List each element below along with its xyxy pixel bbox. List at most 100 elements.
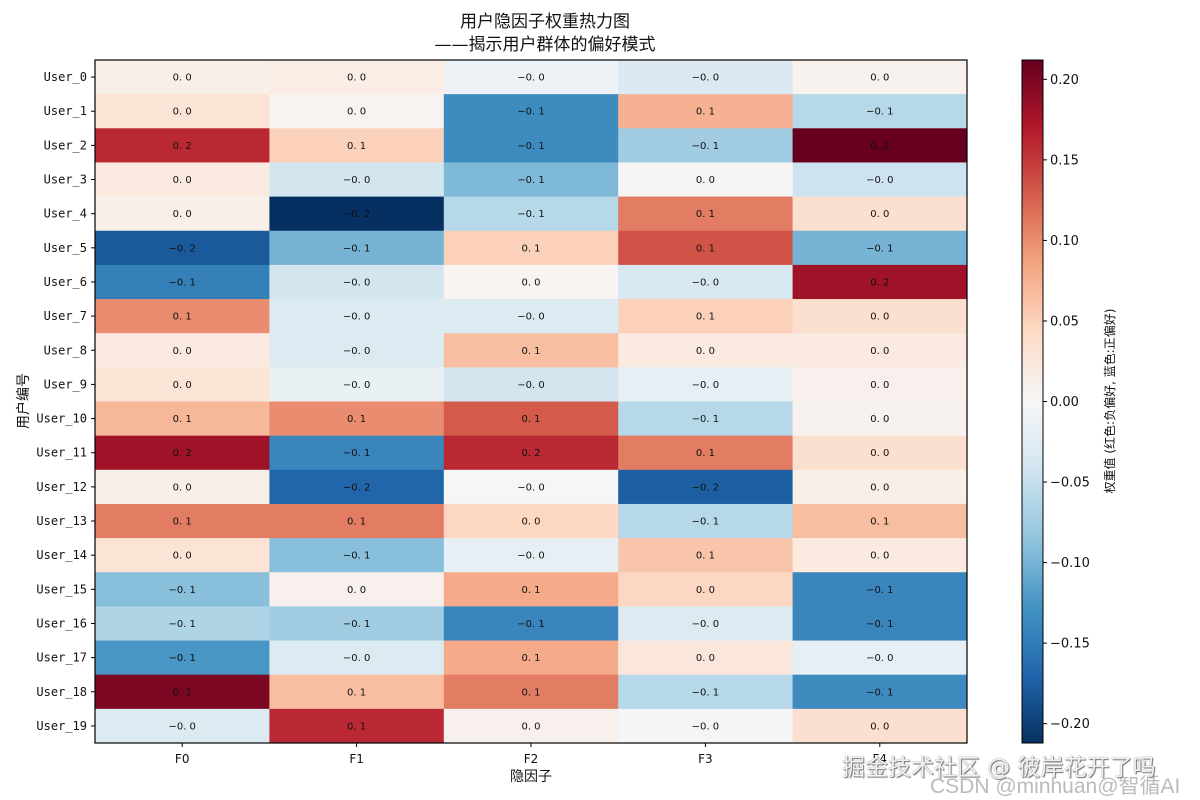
heatmap-cell <box>792 503 968 539</box>
heatmap-cell <box>792 299 968 334</box>
y-tick-label: User_6 <box>44 275 87 289</box>
cell-value-label: −0. 1 <box>517 141 544 152</box>
cell-value-label: −0. 0 <box>517 312 544 323</box>
cell-value-label: −0. 0 <box>343 653 370 664</box>
heatmap-cell <box>95 264 270 300</box>
y-tick-label: User_16 <box>36 616 87 630</box>
cell-value-label: −0. 1 <box>866 585 893 596</box>
heatmap-cell <box>618 435 794 471</box>
heatmap-cell <box>618 401 794 437</box>
cell-value-label: 0. 0 <box>870 73 889 84</box>
colorbar <box>1021 59 1044 744</box>
colorbar-tick-label: 0.10 <box>1050 234 1079 249</box>
x-tick-label: F4 <box>873 752 888 766</box>
cell-value-label: −0. 1 <box>343 619 370 630</box>
cell-value-label: 0. 0 <box>173 346 192 357</box>
heatmap-cell <box>443 162 619 198</box>
heatmap-cell <box>792 606 968 642</box>
heatmap-cell <box>618 94 794 129</box>
y-tick-label: User_0 <box>44 70 87 84</box>
heatmap-cell <box>269 367 445 402</box>
heatmap-cell <box>269 674 445 710</box>
cell-value-label: 0. 0 <box>347 107 366 118</box>
heatmap-cell <box>792 708 968 744</box>
heatmap-cell <box>269 128 445 163</box>
heatmap-cell <box>443 606 619 642</box>
cell-value-label: 0. 1 <box>696 243 715 254</box>
cell-value-label: −0. 1 <box>517 175 544 186</box>
heatmap-cell <box>269 333 445 368</box>
cell-value-label: −0. 0 <box>343 277 370 288</box>
colorbar-tick-label: 0.15 <box>1050 153 1079 168</box>
heatmap-cell <box>95 435 270 471</box>
y-tick-label: User_2 <box>44 138 87 152</box>
cell-value-label: −0. 1 <box>517 107 544 118</box>
cell-value-label: 0. 2 <box>173 687 192 698</box>
heatmap-cell <box>443 264 619 300</box>
colorbar-tick-label: 0.00 <box>1050 395 1079 410</box>
cell-value-label: 0. 1 <box>173 414 192 425</box>
cell-value-label: −0. 1 <box>866 619 893 630</box>
cell-value-label: −0. 2 <box>168 243 195 254</box>
cell-value-label: −0. 0 <box>692 73 719 84</box>
heatmap-cell-labels: 0. 0 0. 0 −0. 0 −0. 0 0. 0 0. 0 0. 0 −0. 1 0. 1 −… <box>168 73 893 733</box>
heatmap-cell <box>95 162 270 198</box>
cell-value-label: 0. 1 <box>347 414 366 425</box>
heatmap-cell <box>269 299 445 334</box>
heatmap-cell <box>269 264 445 300</box>
cell-value-label: −0. 1 <box>692 141 719 152</box>
heatmap-cell <box>269 538 445 573</box>
y-tick-label: User_18 <box>36 685 87 699</box>
heatmap-cell <box>95 230 270 266</box>
heatmap-cell <box>618 196 794 232</box>
cell-value-label: −0. 1 <box>692 517 719 528</box>
heatmap-cell <box>618 503 794 539</box>
cell-value-label: 0. 0 <box>696 653 715 664</box>
cell-value-label: 0. 1 <box>696 107 715 118</box>
cell-value-label: −0. 1 <box>168 277 195 288</box>
chart-subtitle: ——揭示用户群体的偏好模式 <box>434 35 656 55</box>
heatmap-cell <box>792 469 968 505</box>
heatmap-cell <box>618 640 794 676</box>
heatmap-cell <box>618 367 794 402</box>
heatmap-cell <box>792 572 968 607</box>
cell-value-label: 0. 2 <box>521 448 540 459</box>
cell-value-label: 0. 0 <box>347 73 366 84</box>
heatmap-cell <box>269 162 445 198</box>
cell-value-label: 0. 0 <box>696 175 715 186</box>
heatmap-cell <box>269 196 445 232</box>
y-tick-label: User_3 <box>44 173 87 187</box>
cell-value-label: 0. 1 <box>521 653 540 664</box>
cell-value-label: −0. 1 <box>866 687 893 698</box>
cell-value-label: −0. 0 <box>692 619 719 630</box>
cell-value-label: 0. 0 <box>870 346 889 357</box>
cell-value-label: 0. 0 <box>347 585 366 596</box>
heatmap-cell <box>443 367 619 402</box>
cell-value-label: −0. 0 <box>343 346 370 357</box>
heatmap-cell <box>269 708 445 744</box>
y-tick-label: User_12 <box>36 480 87 494</box>
heatmap-cell <box>443 469 619 505</box>
cell-value-label: 0. 0 <box>521 277 540 288</box>
cell-value-label: 0. 1 <box>521 687 540 698</box>
cell-value-label: 0. 1 <box>696 448 715 459</box>
cell-value-label: 0. 0 <box>870 721 889 732</box>
cell-value-label: −0. 1 <box>517 209 544 220</box>
heatmap-cell <box>443 674 619 710</box>
heatmap-cell <box>618 572 794 607</box>
heatmap-cell <box>95 538 270 573</box>
heatmap-cell <box>269 401 445 437</box>
heatmap-cell <box>792 230 968 266</box>
cell-value-label: 0. 2 <box>870 141 889 152</box>
cell-value-label: 0. 0 <box>173 175 192 186</box>
heatmap-cell <box>95 572 270 607</box>
colorbar-tick-label: −0.20 <box>1050 717 1090 732</box>
heatmap-cell <box>792 538 968 573</box>
heatmap-cell <box>95 94 270 129</box>
cell-value-label: −0. 0 <box>343 380 370 391</box>
x-tick-label: F2 <box>524 752 539 766</box>
cell-value-label: −0. 2 <box>692 482 719 493</box>
cell-value-label: −0. 0 <box>168 721 195 732</box>
cell-value-label: −0. 1 <box>343 551 370 562</box>
y-axis: User_0 User_1 User_2 User_3 User_4 User_5 User… <box>36 70 95 733</box>
